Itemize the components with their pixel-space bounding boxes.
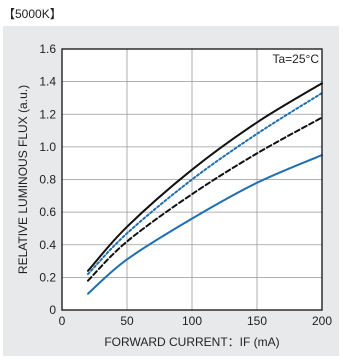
series-layer bbox=[87, 82, 323, 295]
series-line-1 bbox=[87, 82, 323, 272]
x-axis-label: FORWARD CURRENT：IF (mA) bbox=[104, 335, 279, 349]
y-tick-label: 0.8 bbox=[39, 173, 56, 187]
y-axis-label: RELATIVE LUMINOUS FLUX (a.u.) bbox=[16, 85, 30, 274]
chart-panel: 0 50 100 150 200 0 0.2 0.4 0.6 0.8 1.0 1.2 1.4 1.6 Ta… bbox=[3, 26, 339, 356]
y-tick-label: 0 bbox=[49, 303, 56, 317]
y-tick-label: 1.4 bbox=[39, 75, 56, 89]
x-tick-label: 100 bbox=[182, 314, 202, 328]
grid-layer bbox=[62, 49, 322, 310]
y-tick-label: 0.2 bbox=[39, 270, 56, 284]
y-tick-label: 1.2 bbox=[39, 107, 56, 121]
y-tick-label: 1.0 bbox=[39, 140, 56, 154]
series-line-3 bbox=[87, 116, 323, 282]
tick-layer: 0 50 100 150 200 0 0.2 0.4 0.6 0.8 1.0 1.2 1.4 1.6 bbox=[39, 42, 332, 328]
series-line-4 bbox=[87, 154, 323, 295]
x-tick-label: 150 bbox=[247, 314, 267, 328]
x-tick-label: 200 bbox=[312, 314, 332, 328]
plot-frame bbox=[61, 48, 323, 311]
x-tick-label: 0 bbox=[59, 314, 66, 328]
y-tick-label: 1.6 bbox=[39, 42, 56, 56]
chart-annotation: Ta=25°C bbox=[273, 52, 320, 66]
series-line-2 bbox=[87, 92, 323, 276]
chart-plot: 0 50 100 150 200 0 0.2 0.4 0.6 0.8 1.0 1.2 1.4 1.6 Ta… bbox=[16, 42, 332, 349]
page-label: 【5000K】 bbox=[3, 7, 62, 21]
y-tick-label: 0.6 bbox=[39, 205, 56, 219]
y-tick-label: 0.4 bbox=[39, 238, 56, 252]
x-tick-label: 50 bbox=[120, 314, 134, 328]
